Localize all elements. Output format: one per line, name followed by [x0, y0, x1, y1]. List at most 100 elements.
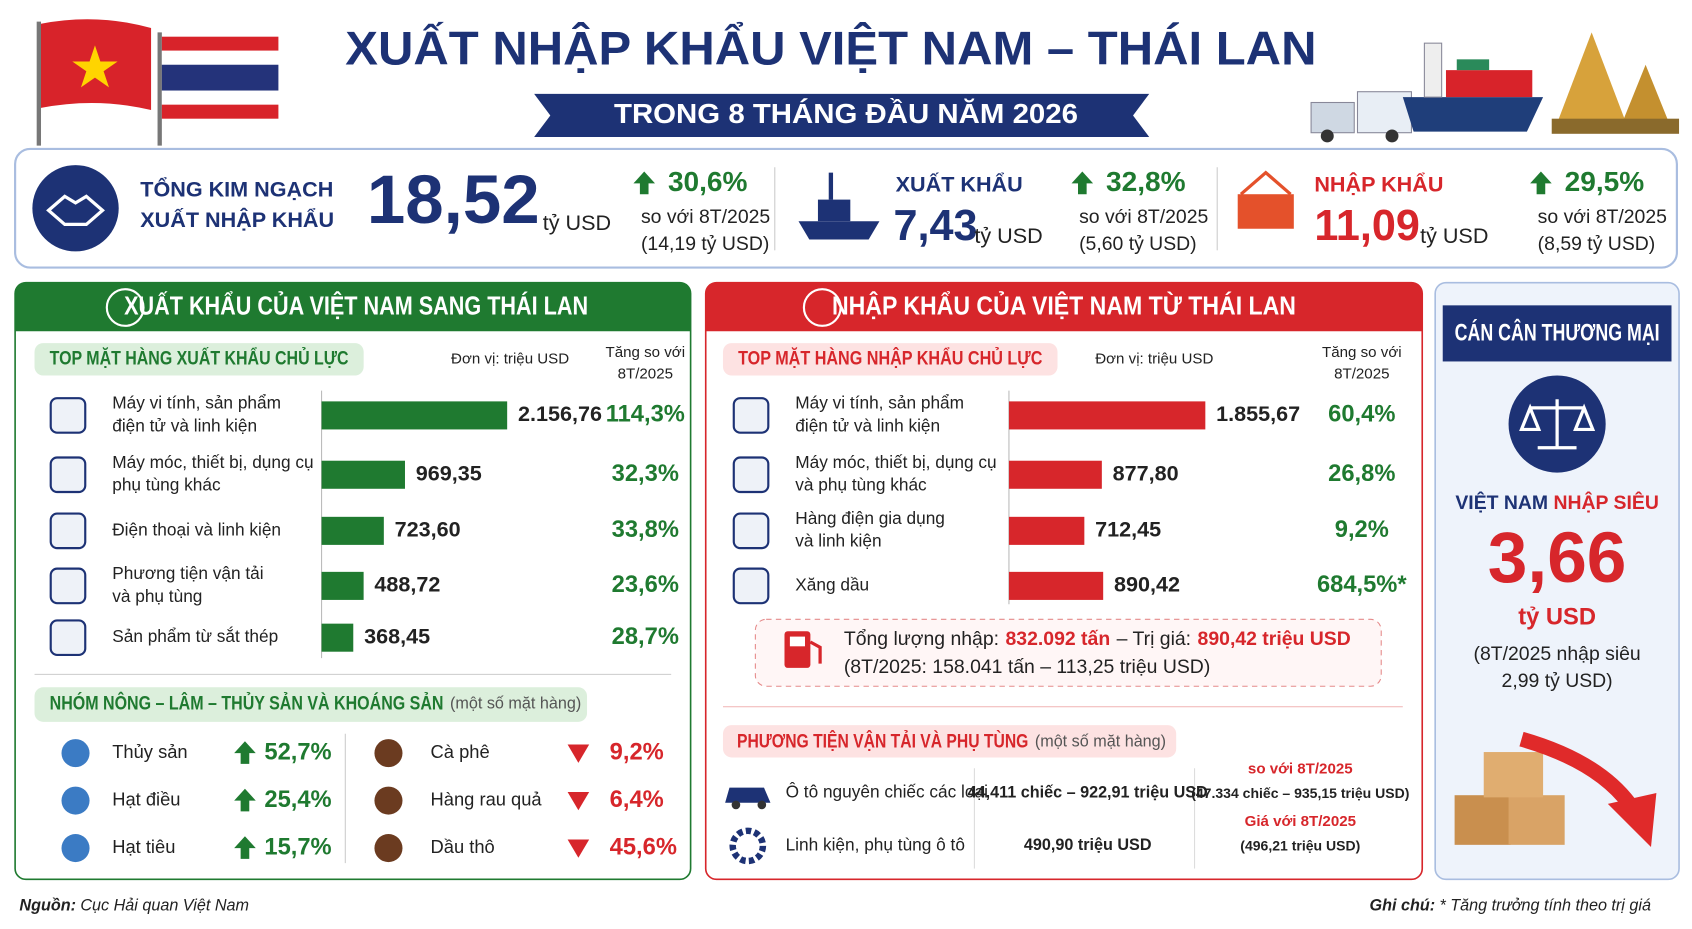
bar-value-label: 723,60: [395, 517, 461, 542]
boxes-illustration: [1454, 731, 1657, 847]
product-name: Máy móc, thiết bị, dụng cụ: [795, 452, 996, 472]
bar-value-label: 2.156,76: [518, 401, 602, 426]
ship-icon: [798, 172, 880, 240]
balance-panel: [1434, 281, 1680, 881]
trend-arrow: [234, 788, 256, 812]
car-icon: [725, 787, 771, 810]
footer-note-label: Ghi chú:: [1370, 897, 1436, 915]
item-name: Cà phê: [431, 741, 490, 762]
vehicles-title: PHƯƠNG TIỆN VẬN TẢI VÀ PHỤ TÙNG (một số m…: [737, 728, 1166, 752]
item-name: Hạt điều: [112, 788, 180, 809]
item-icon: [61, 786, 90, 815]
trend-arrow: [567, 744, 590, 763]
subtitle-banner: [534, 93, 1150, 138]
unit-label: Đơn vị: triệu USD: [451, 350, 569, 367]
import-header: [705, 282, 1423, 332]
trend-arrow: [234, 741, 256, 764]
product-change: 33,8%: [612, 517, 679, 543]
summary-value: 18,52: [367, 160, 540, 238]
fuel-note-part: 832.092 tấn: [1006, 628, 1111, 650]
product-name: điện tử và linh kiện: [795, 415, 940, 435]
balance-label-country: VIỆT NAM: [1455, 490, 1548, 514]
summary-unit: tỷ USD: [974, 223, 1042, 248]
bar: [1008, 516, 1085, 545]
item-icon: [374, 834, 403, 863]
trend-arrow: [633, 171, 656, 195]
product-change: 23,6%: [612, 572, 679, 598]
product-icon: [732, 397, 770, 434]
product-name: phụ tùng khác: [112, 475, 221, 495]
scale-shape: [1519, 399, 1596, 450]
bar-value-label: 1.855,67: [1216, 401, 1300, 426]
product-name: điện tử và linh kiện: [112, 415, 257, 435]
bar-value-label: 712,45: [1095, 517, 1161, 542]
fuel-note-part: 890,42 triệu USD: [1198, 628, 1351, 650]
summary-previous: (8,59 tỷ USD): [1538, 233, 1656, 255]
product-change: 28,7%: [612, 624, 679, 650]
product-name: Xăng dầu: [795, 574, 869, 594]
top-title: TOP MẶT HÀNG NHẬP KHẨU CHỦ LỰC: [738, 345, 1042, 369]
summary-change: 29,5%: [1565, 166, 1645, 197]
product-name: và phụ tùng khác: [795, 475, 927, 495]
vehicle-value: 490,90 triệu USD: [1024, 836, 1152, 854]
footer-source-text: Cục Hải quan Việt Nam: [80, 897, 249, 915]
footer-note-text: * Tăng trưởng tính theo trị giá: [1439, 897, 1651, 915]
product-icon: [49, 456, 87, 494]
product-icon: [732, 512, 770, 550]
summary-value: 7,43: [893, 202, 977, 250]
change-header: Tăng so với: [606, 344, 686, 361]
bar: [321, 571, 364, 600]
vehicle-compare-header: so với 8T/2025: [1248, 760, 1353, 777]
change-header: 8T/2025: [1334, 365, 1389, 382]
product-name: Máy vi tính, sản phẩm: [795, 393, 964, 413]
vehicle-compare-header: Giá với 8T/2025: [1245, 813, 1356, 830]
summary-compare: so với 8T/2025: [1079, 206, 1208, 228]
item-change: 6,4%: [610, 787, 664, 813]
fuel-note-box: [754, 618, 1382, 687]
item-change: 52,7%: [264, 739, 331, 765]
vehicles-pill: [722, 725, 1177, 758]
summary-label: NHẬP KHẨU: [1314, 171, 1443, 196]
item-icon: [61, 834, 90, 863]
bar: [1008, 460, 1102, 489]
item-change: 45,6%: [610, 834, 677, 860]
product-name: Phương tiện vận tải: [112, 563, 263, 583]
change-header: 8T/2025: [618, 365, 673, 382]
balance-banner: [1442, 305, 1672, 362]
bar: [321, 623, 354, 652]
trend-arrow: [1071, 171, 1094, 195]
group-note: (một số mặt hàng): [450, 695, 581, 713]
summary-compare: so với 8T/2025: [641, 206, 770, 228]
vehicles-title-text: PHƯƠNG TIỆN VẬN TẢI VÀ PHỤ TÙNG: [737, 728, 1028, 752]
thai-flag: [161, 36, 279, 119]
summary-previous: (14,19 tỷ USD): [641, 233, 769, 255]
bar: [1008, 571, 1104, 600]
group-title: NHÓM NÔNG – LÂM – THỦY SẢN VÀ KHOÁNG SẢN…: [50, 691, 582, 715]
trend-arrow: [1530, 171, 1552, 195]
bar-value-label: 877,80: [1113, 460, 1179, 485]
product-icon: [732, 456, 770, 494]
bar-value-label: 368,45: [364, 623, 430, 648]
footer-note: Ghi chú: * Tăng trưởng tính theo trị giá: [1370, 897, 1651, 915]
summary-compare: so với 8T/2025: [1538, 206, 1667, 228]
import-header-icon: [802, 288, 842, 327]
product-name: Điện thoại và linh kiện: [112, 519, 281, 539]
product-icon: [49, 512, 87, 550]
balance-value: 3,66: [1488, 519, 1627, 598]
balance-previous: (8T/2025 nhập siêu: [1473, 643, 1640, 665]
product-change: 26,8%: [1328, 461, 1395, 487]
fuel-pump-icon: [784, 631, 822, 668]
product-name: Máy móc, thiết bị, dụng cụ: [112, 452, 313, 472]
import-top-pill: [722, 343, 1058, 376]
export-top-pill: [34, 343, 364, 376]
item-name: Hạt tiêu: [112, 836, 175, 857]
balance-label-status: NHẬP SIÊU: [1554, 490, 1659, 514]
item-icon: [374, 786, 403, 815]
fuel-note-part: Tổng lượng nhập:: [844, 628, 999, 650]
summary-value: 11,09: [1314, 202, 1420, 250]
transport-illustration: [1310, 32, 1680, 143]
item-icon: [61, 739, 90, 768]
summary-unit: tỷ USD: [543, 210, 611, 235]
group-pill: [34, 687, 588, 722]
